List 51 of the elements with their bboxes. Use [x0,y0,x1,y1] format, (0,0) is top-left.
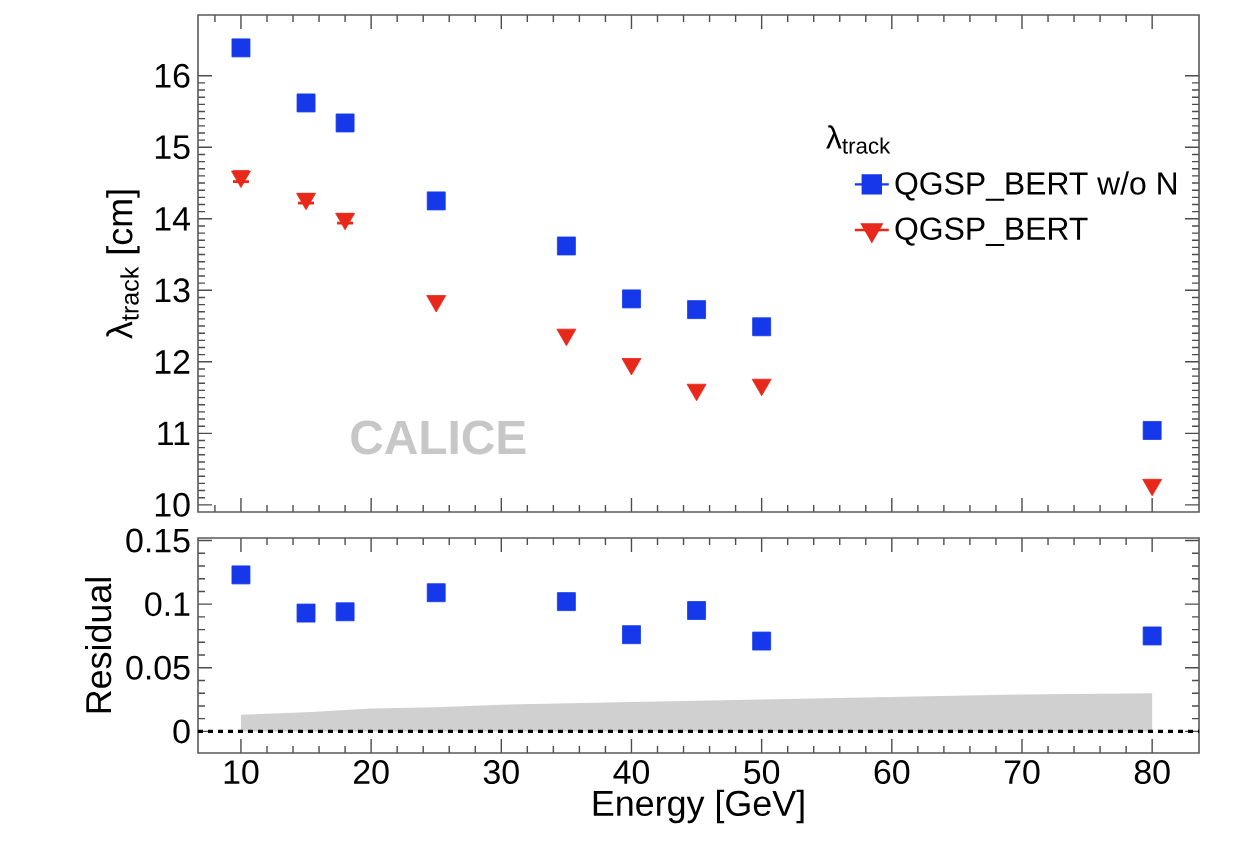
y-axis-title: λ$_{track}$ [cm] [106,190,140,339]
legend-title: λ$_{track}$ [826,125,891,154]
y-tick-label: 11 [158,421,190,445]
x-tick-label: 70 [1004,760,1040,785]
point [296,603,316,623]
point [1142,478,1163,497]
y-tick-label: 0.1 [145,592,190,617]
y-tick-label: 10 [155,492,190,517]
point [231,565,251,585]
annotation: CALICE [351,420,526,455]
y-axis-title: Residual [85,578,112,713]
x-tick-label: 20 [354,760,389,785]
point [296,93,316,113]
point [622,625,641,645]
point [622,289,641,309]
point [296,192,316,211]
point [687,601,706,620]
point [335,113,355,133]
point [752,631,772,651]
y-tick-label: 13 [155,278,190,303]
y-tick-label: 0 [173,719,190,744]
point [752,317,772,337]
point [231,38,251,58]
x-axis-title: Energy [GeV] [593,789,804,824]
point [426,583,446,603]
point [687,300,706,320]
point [556,592,576,612]
x-tick-label: 50 [744,760,780,785]
point [556,328,577,347]
y-tick-label: 0.05 [126,655,190,680]
point [335,212,356,231]
point [556,236,576,256]
point [335,602,355,622]
y-tick-label: 0.15 [126,528,190,553]
point [621,358,642,376]
legend-label: QGSP_BERT w/o N [895,171,1177,201]
x-tick-label: 30 [483,760,519,785]
point [751,378,772,397]
y-tick-label: 12 [155,349,190,374]
x-tick-label: 60 [874,760,910,785]
point [426,295,447,313]
point [426,191,446,211]
x-tick-label: 10 [224,760,259,785]
y-tick-label: 15 [155,135,190,160]
y-tick-label: 14 [155,207,190,231]
y-tick-label: 16 [155,63,190,88]
x-tick-label: 80 [1134,760,1170,785]
legend-label: QGSP_BERT [895,217,1088,246]
point [1142,626,1162,646]
point [686,383,707,402]
x-tick-label: 40 [613,760,649,785]
